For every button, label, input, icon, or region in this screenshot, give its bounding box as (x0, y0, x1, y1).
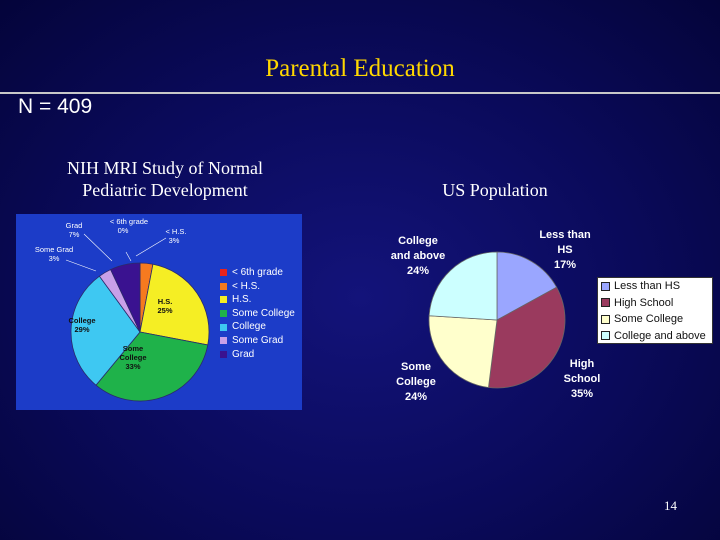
leader-lths (135, 237, 167, 257)
leader-grad (83, 233, 113, 262)
pie-slice-nih-college (70, 275, 141, 386)
label-hs-pct: 35% (571, 388, 593, 400)
us-population-pie-chart: College and above 24% Less than HS 17% S… (391, 229, 601, 403)
nih-pie-chart-panel: < 6th grade 0% < H.S. 3% Grad 7% Some Gr… (16, 214, 302, 410)
legend-label: Some College (614, 313, 684, 325)
legend-swatch (220, 282, 227, 290)
title-divider (0, 92, 720, 94)
us-population-pie-panel: College and above 24% Less than HS 17% S… (380, 222, 716, 410)
nih-pie-legend: < 6th grade < H.S. H.S. Some College Col… (220, 266, 295, 361)
legend-swatch (220, 310, 227, 318)
legend-item-hs: H.S. (220, 293, 295, 307)
left-chart-subtitle: NIH MRI Study of Normal Pediatric Develo… (50, 157, 280, 201)
legend-label: < H.S. (232, 280, 261, 292)
legend-label: Grad (232, 348, 255, 360)
left-subtitle-line2: Pediatric Development (82, 180, 248, 200)
legend-label: Some Grad (232, 334, 284, 346)
legend-label: Some College (232, 307, 295, 319)
label-somecollege-line1: Some (123, 344, 143, 353)
pie-slice-us-college-and-above (428, 251, 498, 321)
legend-label: Less than HS (614, 280, 681, 292)
legend-label: College and above (614, 329, 706, 342)
label-hs-line1: High (570, 358, 595, 370)
legend-label: High School (614, 296, 674, 309)
legend-item-lt6: < 6th grade (220, 266, 295, 280)
nih-pie-chart: < 6th grade 0% < H.S. 3% Grad 7% Some Gr… (35, 217, 210, 402)
legend-item-lths: Less than HS (601, 278, 712, 295)
legend-swatch (220, 337, 227, 345)
left-subtitle-line1: NIH MRI Study of Normal (67, 158, 263, 178)
label-somecollege-line2: College (119, 353, 146, 362)
legend-item-lths: < H.S. (220, 280, 295, 294)
legend-swatch (601, 298, 610, 308)
label-lths-line2: HS (557, 244, 572, 256)
label-college-pct: 29% (74, 325, 89, 334)
legend-swatch (220, 296, 227, 304)
sample-size-label: N = 409 (18, 95, 93, 118)
pie-slice-nih-grad (110, 262, 141, 333)
label-somecollege-line1: Some (401, 361, 431, 373)
page-number: 14 (664, 498, 677, 513)
label-lths-name: < H.S. (165, 227, 186, 236)
legend-swatch (601, 281, 610, 291)
legend-label: H.S. (232, 294, 252, 306)
legend-item-somecollege: Some College (601, 311, 712, 328)
legend-item-somegrad: Some Grad (220, 334, 295, 348)
right-chart-subtitle: US Population (442, 180, 548, 200)
label-lths-pct: 17% (554, 259, 576, 271)
legend-swatch (601, 314, 610, 324)
label-somegrad-pct: 3% (49, 254, 60, 263)
label-college-name: College (68, 316, 95, 325)
legend-swatch (220, 269, 227, 277)
pie-slice-us-less-than-hs (496, 251, 558, 321)
pie-slice-nih-some-college (95, 331, 209, 402)
label-college-pct: 24% (407, 265, 429, 277)
leader-somegrad (65, 259, 97, 272)
legend-item-somecollege: Some College (220, 307, 295, 321)
label-somecollege-pct: 24% (405, 391, 427, 403)
legend-item-hs: High School (601, 295, 712, 312)
label-lths-line1: Less than (539, 229, 591, 241)
label-hs-pct: 25% (157, 306, 172, 315)
label-somecollege-line2: College (396, 376, 436, 388)
label-college-line2: and above (391, 250, 445, 262)
label-hs-name: H.S. (158, 297, 173, 306)
label-lths-pct: 3% (169, 236, 180, 245)
legend-item-grad: Grad (220, 348, 295, 362)
label-somegrad-name: Some Grad (35, 245, 73, 254)
us-population-legend: Less than HS High School Some College Co… (597, 277, 713, 344)
label-hs-line2: School (564, 373, 601, 385)
legend-swatch (220, 350, 227, 358)
pie-slice-us-some-college (428, 315, 498, 388)
legend-label: College (232, 321, 266, 333)
legend-swatch (220, 323, 227, 331)
legend-item-college: College and above (601, 328, 712, 345)
leader-lt6 (125, 251, 132, 262)
pie-slice-nih-h-s (139, 263, 210, 346)
legend-swatch (601, 331, 610, 341)
pie-slice-us-high-school (488, 286, 566, 389)
label-lt6-pct: 0% (118, 226, 129, 235)
slide-title: Parental Education (265, 55, 455, 82)
label-grad-pct: 7% (69, 230, 80, 239)
label-college-line1: College (398, 235, 438, 247)
label-grad-name: Grad (66, 221, 83, 230)
legend-item-college: College (220, 320, 295, 334)
label-lt6-name: < 6th grade (110, 217, 148, 226)
label-somecollege-pct: 33% (125, 362, 140, 371)
legend-label: < 6th grade (232, 267, 283, 278)
